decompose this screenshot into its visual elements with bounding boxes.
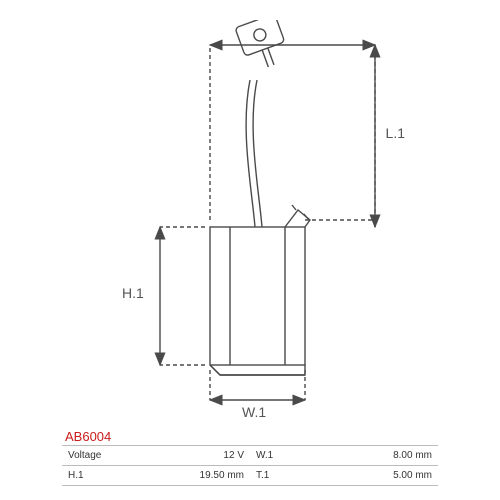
part-code: AB6004 bbox=[65, 429, 111, 444]
spec-value: 5.00 mm bbox=[310, 466, 438, 486]
spec-value: 12 V bbox=[122, 446, 250, 466]
table-row: Voltage 12 V W.1 8.00 mm bbox=[62, 446, 438, 466]
spec-label: T.1 bbox=[250, 466, 310, 486]
label-w1: W.1 bbox=[242, 404, 266, 420]
technical-diagram: L.1 H.1 W.1 bbox=[60, 20, 440, 420]
spec-label: H.1 bbox=[62, 466, 122, 486]
spec-value: 8.00 mm bbox=[310, 446, 438, 466]
spec-label: W.1 bbox=[250, 446, 310, 466]
label-h1: H.1 bbox=[122, 285, 144, 301]
table-row: H.1 19.50 mm T.1 5.00 mm bbox=[62, 466, 438, 486]
diagram-svg bbox=[60, 20, 440, 420]
label-l1: L.1 bbox=[386, 125, 405, 141]
spec-table: Voltage 12 V W.1 8.00 mm H.1 19.50 mm T.… bbox=[62, 445, 438, 486]
spec-label: Voltage bbox=[62, 446, 122, 466]
spec-value: 19.50 mm bbox=[122, 466, 250, 486]
